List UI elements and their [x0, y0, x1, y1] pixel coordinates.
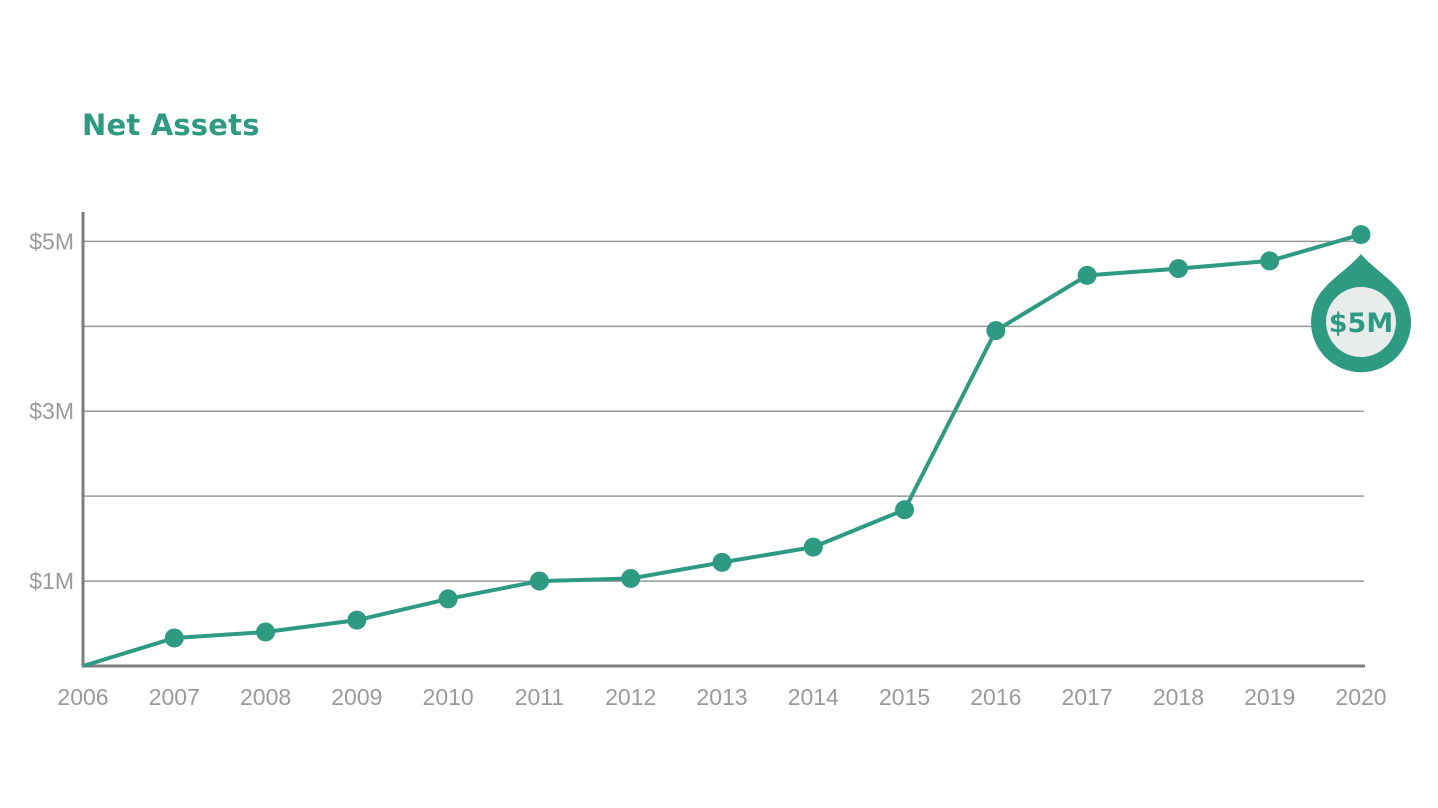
y-tick-label: $5M — [29, 228, 74, 254]
x-tick-label: 2008 — [240, 684, 291, 710]
x-tick-label: 2018 — [1153, 684, 1204, 710]
data-point — [1351, 225, 1371, 245]
x-tick-label: 2006 — [57, 684, 108, 710]
callout-label: $5M — [1329, 308, 1393, 339]
data-point — [164, 628, 184, 648]
series-line — [82, 232, 1362, 668]
x-tick-label: 2012 — [605, 684, 656, 710]
x-tick-label: 2014 — [788, 684, 839, 710]
x-tick-label: 2020 — [1335, 684, 1386, 710]
data-point — [1260, 251, 1280, 271]
data-point — [1077, 265, 1097, 285]
data-point — [621, 569, 641, 589]
x-tick-label: 2009 — [331, 684, 382, 710]
chart-title: Net Assets — [82, 108, 260, 142]
y-tick-label: $3M — [29, 398, 74, 424]
x-tick-label: 2019 — [1244, 684, 1295, 710]
data-point — [529, 571, 549, 591]
x-tick-label: 2010 — [423, 684, 474, 710]
data-point — [1168, 259, 1188, 279]
data-point — [803, 537, 823, 557]
x-tick-label: 2007 — [149, 684, 200, 710]
data-point — [347, 610, 367, 630]
data-point — [895, 500, 915, 520]
y-tick-labels: $1M $3M $5M — [29, 228, 74, 594]
x-tick-labels: 2006 2007 2008 2009 2010 2011 2012 2013 2014 2015… — [57, 684, 1386, 710]
data-point — [986, 321, 1006, 341]
gridlines — [83, 240, 1364, 582]
x-tick-label: 2011 — [515, 684, 564, 710]
data-point — [256, 622, 276, 642]
value-callout: $5M — [1310, 254, 1411, 373]
x-tick-label: 2017 — [1062, 684, 1113, 710]
data-series — [82, 225, 1371, 668]
data-point — [438, 589, 458, 609]
y-tick-label: $1M — [29, 568, 74, 594]
x-tick-label: 2015 — [879, 684, 930, 710]
callout-badge — [1326, 287, 1396, 357]
data-point — [712, 552, 732, 572]
x-tick-label: 2016 — [970, 684, 1021, 710]
axes — [81, 212, 1365, 668]
x-tick-label: 2013 — [696, 684, 747, 710]
